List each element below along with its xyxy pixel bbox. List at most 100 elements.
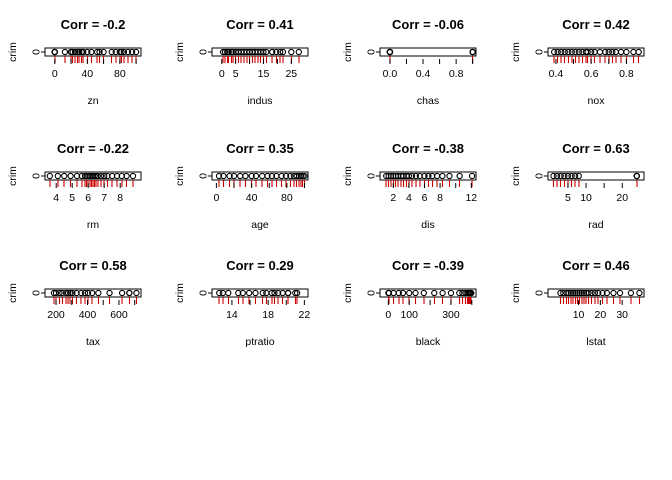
data-point: [260, 48, 267, 56]
data-point: [96, 48, 103, 56]
data-point: [563, 289, 570, 297]
data-point: [420, 289, 427, 297]
y-axis-label: crim: [510, 283, 522, 303]
x-axis-label: dis: [421, 219, 434, 231]
data-point: [59, 289, 66, 297]
y-tick-label: 0: [366, 49, 378, 55]
x-tick-label: 8: [117, 192, 123, 204]
data-point: [412, 289, 419, 297]
data-point: [132, 48, 140, 56]
data-point: [572, 172, 579, 180]
x-tick-label: 0.8: [619, 68, 634, 80]
data-point: [406, 289, 413, 297]
data-point: [284, 289, 292, 297]
data-point: [616, 289, 624, 297]
panel-nox: Corr = 0.42 crim 0 0.4 0.6 0.8 nox: [510, 17, 645, 107]
x-tick-label: 6: [422, 192, 428, 204]
data-point: [89, 289, 96, 297]
x-tick-label: 6: [85, 192, 91, 204]
data-point: [67, 289, 74, 297]
data-point: [385, 289, 393, 297]
data-point: [630, 48, 637, 56]
y-tick-label: 0: [31, 173, 43, 179]
plot-box: [379, 47, 477, 57]
data-point: [93, 48, 101, 56]
data-point: [595, 289, 602, 297]
data-point: [605, 48, 612, 56]
data-point: [220, 172, 227, 180]
data-point: [133, 289, 140, 297]
y-tick-label: 0: [198, 290, 210, 296]
plot-box: [379, 288, 477, 298]
data-point: [69, 289, 76, 297]
data-point: [46, 172, 53, 180]
data-point: [252, 289, 259, 297]
data-point: [120, 48, 128, 56]
y-axis-label: crim: [174, 283, 186, 303]
data-point: [561, 172, 568, 180]
x-axis-label: age: [251, 219, 269, 231]
data-point: [129, 172, 137, 180]
data-point: [124, 48, 132, 56]
panel-title: Corr = 0.58: [59, 258, 127, 273]
data-point: [292, 289, 299, 297]
panel-dis: Corr = -0.38 crim 0 2 4 6 8 12 dis: [342, 141, 477, 231]
panel-title: Corr = -0.2: [61, 17, 126, 32]
data-point: [62, 289, 70, 297]
panel-age: Corr = 0.35 crim 0 0 40 80 age: [174, 141, 309, 231]
data-point: [273, 48, 280, 56]
plot-box: [211, 171, 309, 181]
x-axis-label: rm: [87, 219, 99, 231]
panel-title: Corr = 0.42: [562, 17, 630, 32]
data-point: [408, 172, 416, 180]
data-point: [71, 48, 79, 56]
data-point: [446, 172, 453, 180]
data-point: [271, 289, 278, 297]
data-point: [226, 172, 233, 180]
panel-title: Corr = -0.39: [392, 258, 464, 273]
data-point: [627, 289, 635, 297]
data-point: [399, 289, 407, 297]
data-point: [295, 48, 302, 56]
y-tick-label: 0: [366, 290, 378, 296]
data-point: [277, 48, 284, 56]
data-point: [565, 48, 572, 56]
x-tick-label: 200: [47, 309, 65, 321]
data-point: [52, 289, 60, 297]
data-point: [97, 172, 105, 180]
data-point: [76, 48, 83, 56]
x-axis-label: lstat: [586, 336, 605, 348]
data-point: [78, 289, 85, 297]
panel-ptratio: Corr = 0.29 crim 0 14 18 22 ptratio: [174, 258, 310, 348]
data-point: [106, 289, 113, 297]
data-point: [219, 289, 227, 297]
data-point: [51, 48, 58, 56]
data-point: [431, 289, 438, 297]
data-point: [84, 48, 91, 56]
panel-title: Corr = 0.29: [226, 258, 294, 273]
data-point: [225, 289, 232, 297]
panel-rad: Corr = 0.63 crim 0 5 10 20 rad: [510, 141, 645, 231]
x-tick-label: 400: [79, 309, 97, 321]
x-axis-label: zn: [87, 95, 98, 107]
data-point: [599, 289, 606, 297]
panel-title: Corr = 0.63: [562, 141, 630, 156]
data-point: [268, 48, 276, 56]
data-point: [216, 289, 223, 297]
data-point: [61, 48, 69, 56]
data-point: [554, 48, 561, 56]
data-point: [609, 48, 616, 56]
data-point: [576, 289, 583, 297]
x-tick-label: 15: [258, 68, 270, 80]
data-point: [456, 289, 463, 297]
data-point: [81, 289, 89, 297]
data-point: [100, 48, 107, 56]
data-point: [623, 48, 630, 56]
x-tick-label: 12: [465, 192, 477, 204]
data-point: [395, 289, 402, 297]
x-tick-label: 300: [442, 309, 460, 321]
x-tick-label: 40: [246, 192, 258, 204]
data-point: [101, 172, 108, 180]
data-point: [235, 289, 242, 297]
panel-tax: Corr = 0.58 crim 0 200 400 600 tax: [7, 258, 142, 348]
